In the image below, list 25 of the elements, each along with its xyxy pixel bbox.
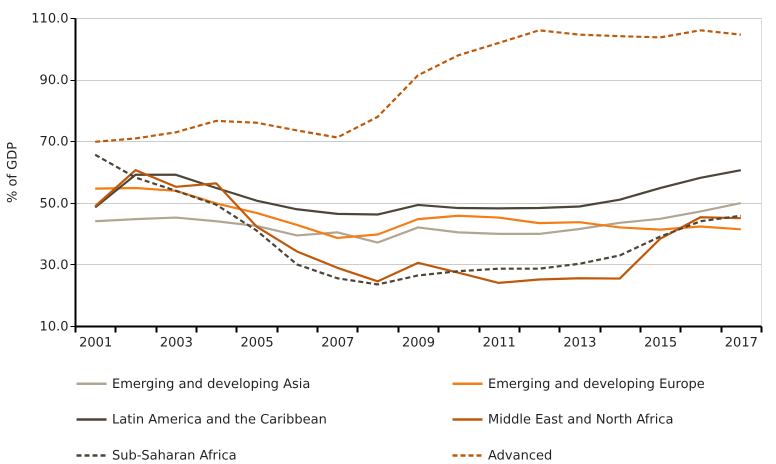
x-tick-label: 2003	[160, 336, 193, 350]
x-tick-label: 2015	[644, 336, 678, 350]
x-tick-label: 2001	[79, 336, 112, 350]
x-tick-label: 2011	[482, 336, 516, 350]
x-tick-label: 2013	[563, 336, 596, 350]
y-tick-label: 50.0	[40, 196, 68, 212]
legend-label: Sub-Saharan Africa	[112, 448, 237, 464]
x-tick-label: 2009	[402, 336, 436, 350]
legend-label: Middle East and North Africa	[488, 412, 674, 428]
y-tick-label: 110.0	[31, 12, 68, 26]
line-series	[94, 29, 742, 143]
y-tick-label: 90.0	[40, 73, 68, 88]
legend-label: Latin America and the Caribbean	[112, 412, 327, 428]
line-series	[94, 186, 742, 240]
legend-label: Emerging and developing Asia	[112, 376, 310, 392]
line-series	[94, 202, 742, 244]
x-tick-label: 2005	[240, 336, 274, 350]
legend-label: Advanced	[488, 448, 552, 464]
x-tick-label: 2007	[321, 336, 354, 350]
legend-label: Emerging and developing Europe	[488, 376, 705, 392]
x-tick-label: 2017	[724, 336, 758, 350]
y-tick-label: 10.0	[40, 320, 68, 334]
y-tick-label: 30.0	[40, 258, 68, 273]
y-tick-label: 70.0	[40, 134, 68, 150]
y-axis-title: % of GDP	[5, 142, 20, 204]
